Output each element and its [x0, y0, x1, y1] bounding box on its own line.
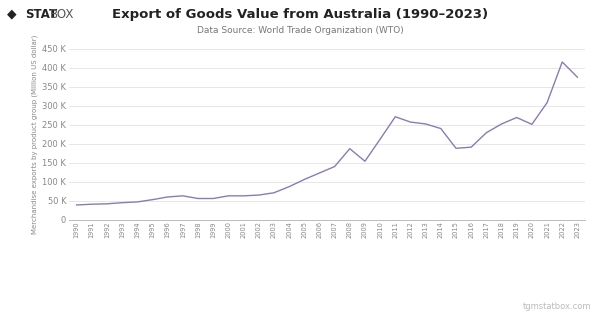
Text: ◆: ◆: [7, 8, 17, 21]
Text: Export of Goods Value from Australia (1990–2023): Export of Goods Value from Australia (19…: [112, 8, 488, 21]
Y-axis label: Merchandise exports by product group (Million US dollar): Merchandise exports by product group (Mi…: [32, 35, 38, 234]
Text: BOX: BOX: [50, 8, 74, 21]
Text: Data Source: World Trade Organization (WTO): Data Source: World Trade Organization (W…: [197, 26, 403, 35]
Text: STAT: STAT: [25, 8, 58, 21]
Text: tgmstatbox.com: tgmstatbox.com: [523, 302, 591, 311]
